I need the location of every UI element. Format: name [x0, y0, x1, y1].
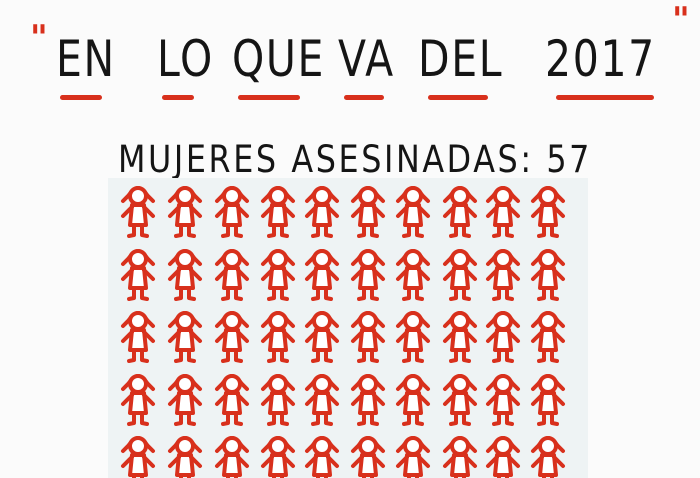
- title-word-lo: LO: [157, 30, 214, 88]
- underline-lo: [162, 95, 194, 100]
- open-quote: ": [30, 18, 48, 58]
- title-word-del: DEL: [418, 30, 504, 88]
- underline-que: [238, 95, 300, 100]
- girl-figure-icon: [486, 311, 520, 363]
- figure-grid: [108, 178, 588, 478]
- girl-figure-icon: [396, 311, 430, 363]
- girl-figure-icon: [305, 311, 339, 363]
- girl-figure-icon: [261, 311, 295, 363]
- underline-en: [60, 95, 102, 100]
- girl-figure-icon: [396, 436, 430, 478]
- girl-figure-icon: [215, 186, 249, 238]
- girl-figure-icon: [443, 436, 477, 478]
- girl-figure-icon: [305, 436, 339, 478]
- title-word-en: EN: [56, 30, 116, 88]
- girl-figure-icon: [215, 249, 249, 301]
- girl-figure-icon: [305, 249, 339, 301]
- girl-figure-icon: [215, 374, 249, 426]
- girl-figure-icon: [351, 311, 385, 363]
- girl-figure-icon: [443, 374, 477, 426]
- title-word-va: VA: [338, 30, 395, 88]
- girl-figure-icon: [351, 436, 385, 478]
- girl-figure-icon: [396, 186, 430, 238]
- girl-figure-icon: [305, 186, 339, 238]
- girl-figure-icon: [305, 374, 339, 426]
- title-word-2017: 2017: [545, 30, 656, 88]
- girl-figure-icon: [121, 311, 155, 363]
- girl-figure-icon: [261, 436, 295, 478]
- girl-figure-icon: [261, 186, 295, 238]
- girl-figure-icon: [168, 186, 202, 238]
- girl-figure-icon: [168, 436, 202, 478]
- girl-figure-icon: [168, 249, 202, 301]
- underline-2017: [556, 95, 654, 100]
- girl-figure-icon: [261, 249, 295, 301]
- girl-figure-icon: [215, 436, 249, 478]
- underline-del: [428, 95, 488, 100]
- girl-figure-icon: [531, 374, 565, 426]
- girl-figure-icon: [351, 249, 385, 301]
- girl-figure-icon: [121, 436, 155, 478]
- girl-figure-icon: [486, 249, 520, 301]
- girl-figure-icon: [531, 311, 565, 363]
- underline-va: [344, 95, 384, 100]
- girl-figure-icon: [261, 374, 295, 426]
- girl-figure-icon: [215, 311, 249, 363]
- girl-figure-icon: [486, 436, 520, 478]
- girl-figure-icon: [121, 249, 155, 301]
- girl-figure-icon: [396, 374, 430, 426]
- girl-figure-icon: [443, 249, 477, 301]
- girl-figure-icon: [351, 186, 385, 238]
- girl-figure-icon: [486, 374, 520, 426]
- girl-figure-icon: [351, 374, 385, 426]
- girl-figure-icon: [443, 186, 477, 238]
- girl-figure-icon: [121, 374, 155, 426]
- girl-figure-icon: [531, 186, 565, 238]
- girl-figure-icon: [121, 186, 155, 238]
- girl-figure-icon: [531, 436, 565, 478]
- title-word-que: QUE: [232, 30, 326, 88]
- girl-figure-icon: [486, 186, 520, 238]
- girl-figure-icon: [531, 249, 565, 301]
- girl-figure-icon: [396, 249, 430, 301]
- girl-figure-icon: [443, 311, 477, 363]
- girl-figure-icon: [168, 311, 202, 363]
- subtitle: MUJERES ASESINADAS: 57: [118, 138, 592, 181]
- close-quote: ": [672, 0, 690, 40]
- girl-figure-icon: [168, 374, 202, 426]
